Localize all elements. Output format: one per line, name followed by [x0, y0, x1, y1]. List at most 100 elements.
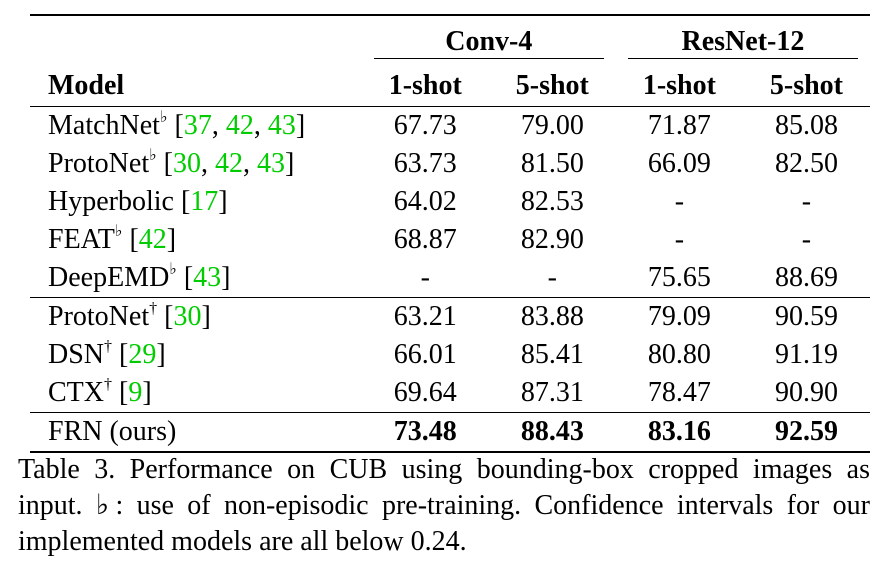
model-mark: †	[149, 300, 158, 317]
citation-open-bracket: [	[119, 377, 129, 408]
best-metric-cell: 88.43	[488, 412, 616, 453]
model-name: DeepEMD	[48, 262, 170, 293]
metric-cell: 68.87	[393, 224, 457, 255]
table-caption: Table 3. Performance on CUB using boundi…	[18, 454, 870, 557]
metric-cell: -	[801, 186, 812, 217]
metric-cell: -	[801, 224, 812, 255]
metric-cell: 78.47	[647, 377, 711, 408]
citation-open-bracket: [	[163, 148, 173, 179]
citation-open-bracket: [	[164, 301, 174, 332]
citation-link[interactable]: 17	[190, 186, 219, 217]
metric-cell: 90.59	[742, 297, 870, 336]
model-name: Hyperbolic	[48, 186, 174, 217]
subheader-resnet12-5shot: 5-shot	[769, 70, 844, 101]
group-header-resnet12: ResNet-12	[615, 14, 870, 66]
metric-cell: 81.50	[520, 148, 584, 179]
subheader-conv4-5shot: 5-shot	[515, 70, 589, 101]
group-header-row: Conv-4 ResNet-12	[30, 14, 870, 66]
citation-link[interactable]: 37	[183, 110, 212, 141]
citation-link[interactable]: 42	[138, 224, 167, 255]
subheader-row: Model 1-shot 5-shot 1-shot 5-shot	[30, 66, 870, 107]
model-name-cell: ProtoNet♭ [30, 42, 43]	[48, 147, 295, 179]
model-mark: ♭	[149, 147, 157, 164]
metric-cell: 71.87	[615, 106, 743, 145]
table-row: ProtoNet† [30] 63.21 83.88 79.09 90.59	[30, 297, 870, 336]
citation-close-bracket: ]	[201, 301, 211, 332]
group-header-empty	[30, 14, 362, 66]
model-name-cell: DSN† [29]	[30, 336, 362, 374]
model-name-cell: FRN (ours)	[30, 412, 362, 453]
metric-cell: 66.09	[647, 148, 711, 179]
best-metric-cell: 73.48	[361, 412, 489, 453]
table-row: MatchNet♭ [37, 42, 43] 67.73 79.00 71.87 85.…	[30, 106, 870, 145]
citation-open-bracket: [	[174, 110, 184, 141]
metric-cell: 63.73	[393, 148, 457, 179]
citation-link[interactable]: 42	[225, 110, 254, 141]
citation-close-bracket: ]	[221, 262, 231, 293]
citation-close-bracket: ]	[284, 148, 295, 179]
model-name-cell: MatchNet♭ [37, 42, 43]	[30, 106, 362, 145]
model-name-cell: CTX† [9]	[30, 374, 362, 413]
metric-cell: 66.01	[393, 339, 457, 370]
best-metric-cell: 92.59	[742, 412, 870, 453]
metric-cell: 82.90	[520, 224, 584, 255]
metric-cell: 80.80	[647, 339, 711, 370]
citation-link[interactable]: 43	[193, 262, 222, 293]
citation-open-bracket: [	[183, 262, 194, 293]
citation-link[interactable]: 43	[267, 110, 296, 141]
metric-cell: 83.88	[488, 297, 616, 336]
table-row: CTX† [9] 69.64 87.31 78.47 90.90	[30, 374, 870, 413]
citation-link[interactable]: 43	[256, 148, 285, 179]
metric-cell: 79.09	[615, 297, 743, 336]
table-row: DeepEMD♭ [43] - - 75.65 88.69	[30, 259, 870, 298]
model-name: ProtoNet	[48, 148, 150, 179]
model-name-cell: DeepEMD♭ [43]	[30, 259, 362, 298]
table-row: DSN† [29] 66.01 85.41 80.80 91.19	[30, 336, 870, 374]
citation-open-bracket: [	[119, 339, 129, 370]
metric-cell: 90.90	[774, 377, 838, 408]
model-mark: †	[104, 376, 112, 393]
model-mark: †	[104, 338, 113, 355]
model-name: DSN	[48, 339, 105, 370]
citation-link[interactable]: 30	[173, 301, 202, 332]
metric-cell: 79.00	[488, 106, 616, 145]
results-table: Conv-4 ResNet-12 Model 1-shot 5-shot 1-s…	[30, 14, 870, 453]
metric-cell: 67.73	[361, 106, 489, 145]
subheader-conv4-1shot: 1-shot	[388, 70, 462, 101]
model-name: CTX	[48, 377, 104, 408]
table-row: Hyperbolic [17] 64.02 82.53 - -	[30, 183, 870, 221]
metric-cell: 82.53	[520, 186, 584, 217]
model-name-cell: ProtoNet† [30]	[30, 297, 362, 336]
metric-cell: -	[547, 262, 557, 293]
citation-close-bracket: ]	[166, 224, 177, 255]
model-name: FEAT	[48, 224, 115, 255]
citation-open-bracket: [	[129, 224, 139, 255]
citation-close-bracket: ]	[295, 110, 306, 141]
table-row: ProtoNet♭ [30, 42, 43] 63.73 81.50 66.09 82.…	[30, 145, 870, 183]
metric-cell: 82.50	[774, 148, 838, 179]
citation-link[interactable]: 30	[172, 148, 201, 179]
citation-open-bracket: [	[180, 186, 191, 217]
metric-cell: 75.65	[647, 262, 711, 293]
citation-close-bracket: ]	[142, 377, 152, 408]
model-header: Model	[48, 70, 125, 101]
metric-cell: -	[420, 262, 430, 293]
model-name-cell: FEAT♭ [42]	[30, 221, 362, 259]
model-name-cell: Hyperbolic [17]	[30, 183, 362, 221]
metric-cell: -	[674, 224, 685, 255]
group-header-conv4: Conv-4	[361, 14, 616, 66]
metric-cell: 63.21	[361, 297, 489, 336]
subheader-resnet12-1shot: 1-shot	[642, 70, 716, 101]
metric-cell: 91.19	[774, 339, 838, 370]
model-mark: ♭	[169, 261, 177, 278]
metric-cell: 85.41	[520, 339, 584, 370]
model-name: ProtoNet	[48, 301, 150, 332]
best-metric-cell: 83.16	[615, 412, 743, 453]
metric-cell: 87.31	[520, 377, 584, 408]
citation-link[interactable]: 42	[214, 148, 243, 179]
metric-cell: 69.64	[393, 377, 457, 408]
citation-link[interactable]: 9	[128, 377, 143, 408]
citation-link[interactable]: 29	[128, 339, 157, 370]
table-row: FEAT♭ [42] 68.87 82.90 - -	[30, 221, 870, 259]
